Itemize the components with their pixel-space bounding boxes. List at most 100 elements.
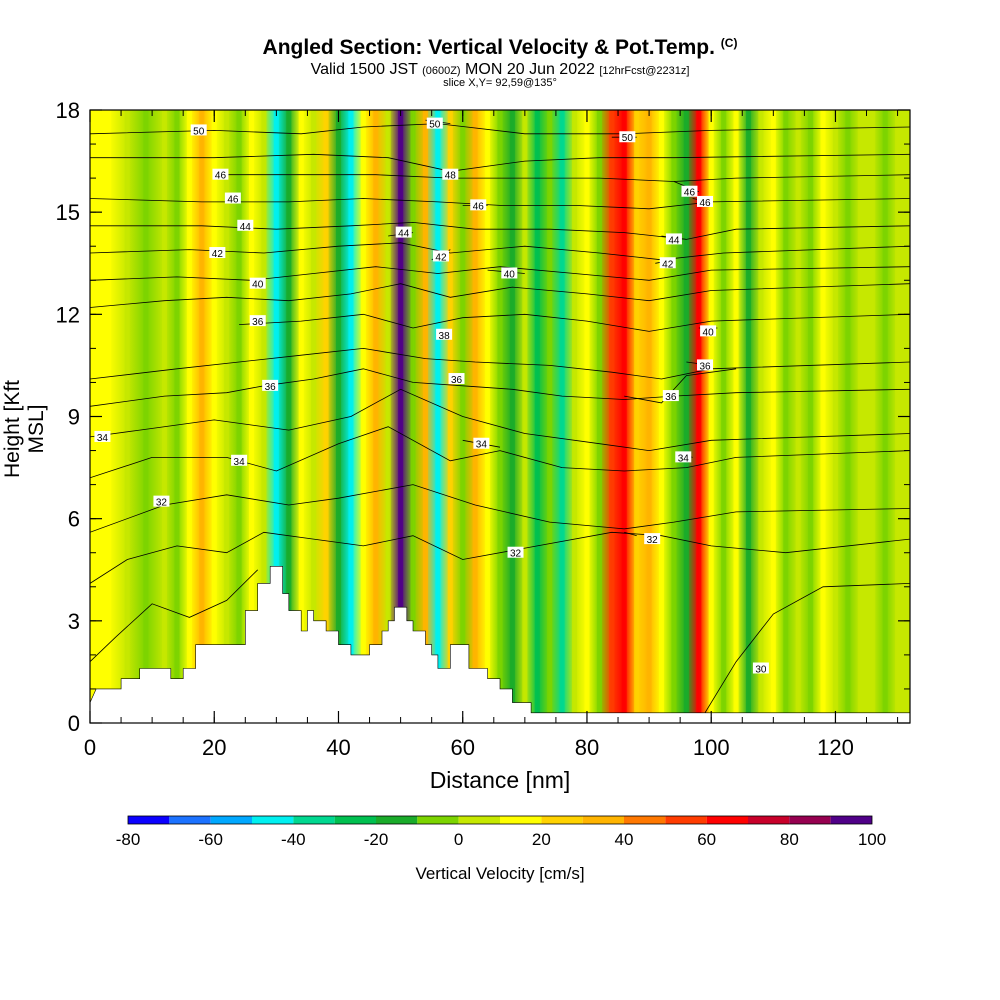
colorbar-swatch (830, 816, 872, 824)
isentrope-label: 46 (699, 198, 711, 209)
velocity-column (211, 110, 217, 723)
isentrope-label-bg (507, 546, 524, 558)
isentrope-line (90, 484, 910, 533)
colorbar-swatch (128, 816, 170, 824)
isentrope-line (239, 313, 910, 332)
isentrope-label-bg (249, 277, 266, 289)
velocity-column (733, 110, 739, 723)
isentrope-label: 30 (755, 665, 767, 676)
velocity-column (770, 110, 776, 723)
velocity-column (659, 110, 665, 723)
terrain-mask (90, 566, 910, 723)
colorbar-tick-label: 100 (858, 830, 886, 849)
isentrope-line (90, 242, 910, 261)
isentrope-label-bg (209, 247, 226, 259)
colorbar: -80 -60 -40 -20 0 20 40 60 80 100 (116, 815, 886, 849)
x-tick-label: 100 (693, 735, 730, 760)
isentrope-label-bg (212, 168, 229, 180)
x-tick-label: 20 (202, 735, 226, 760)
chart-title-text: Angled Section: Vertical Velocity & Pot.… (262, 36, 715, 59)
colorbar-swatch (706, 816, 748, 824)
velocity-column (472, 110, 478, 723)
velocity-field (90, 110, 910, 723)
isentrope-line (90, 266, 910, 281)
velocity-column (174, 110, 180, 723)
velocity-column (509, 110, 515, 723)
isentrope-label: 44 (668, 235, 680, 246)
velocity-column (621, 110, 627, 723)
colorbar-tick-label: 0 (454, 830, 463, 849)
velocity-column (857, 110, 863, 723)
velocity-column (106, 110, 112, 723)
colorbar-swatch (252, 816, 294, 824)
colorbar-swatch (210, 816, 252, 824)
velocity-column (286, 110, 292, 723)
y-tick-label: 9 (68, 405, 80, 430)
isentrope-label: 36 (451, 375, 463, 386)
y-tick-label: 15 (56, 200, 80, 225)
isentrope-label: 44 (240, 222, 252, 233)
velocity-column (534, 110, 540, 723)
isentrope-label-bg (752, 662, 769, 674)
isentrope-label-bg (665, 233, 682, 245)
velocity-column (373, 110, 379, 723)
isentrope-label: 34 (678, 453, 690, 464)
x-tick-label: 80 (575, 735, 599, 760)
isentrope-line (90, 283, 910, 308)
isentrope-label: 50 (622, 133, 634, 144)
colorbar-frame (127, 815, 873, 825)
velocity-column (671, 110, 677, 723)
velocity-column (795, 110, 801, 723)
colorbar-tick-label: 40 (615, 830, 634, 849)
y-tick-label: 12 (56, 302, 80, 327)
isentrope-label: 50 (429, 120, 441, 131)
velocity-column (311, 110, 317, 723)
colorbar-swatch (458, 816, 500, 824)
velocity-column (870, 110, 876, 723)
isentrope-label: 46 (684, 188, 696, 199)
x-tick-label: 40 (326, 735, 350, 760)
x-tick-label: 60 (450, 735, 474, 760)
velocity-column (895, 110, 901, 723)
isentrope-label-bg (644, 533, 661, 545)
isentrope-label: 42 (435, 252, 447, 263)
isentrope-label-bg (237, 219, 254, 231)
isentrope-label-bg (681, 185, 698, 197)
chart-subtitle: Valid 1500 JST (0600Z) MON 20 Jun 2022 [… (0, 61, 1000, 79)
isentrope-label-bg (442, 168, 459, 180)
isentrope-label: 46 (473, 201, 485, 212)
isentrope-label: 34 (234, 457, 246, 468)
colorbar-swatch (334, 816, 376, 824)
chart-title: Angled Section: Vertical Velocity & Pot.… (0, 36, 1000, 60)
valid-utc: (0600Z) (422, 65, 461, 77)
velocity-column (385, 110, 391, 723)
y-tick-label: 18 (56, 98, 80, 123)
isentrope-line (90, 426, 910, 479)
velocity-column (435, 110, 441, 723)
isentrope-label: 48 (445, 171, 457, 182)
isentrope-label-bg (662, 390, 679, 402)
isentrope-line (698, 583, 910, 723)
velocity-column (199, 110, 205, 723)
isentrope-label-bg (224, 192, 241, 204)
isentrope-label-bg (619, 131, 636, 143)
isentrope-label-bg (231, 454, 248, 466)
velocity-column (323, 110, 329, 723)
isentrope-label: 32 (510, 549, 522, 560)
title-mark: (C) (720, 36, 738, 50)
y-tick-label: 6 (68, 507, 80, 532)
velocity-column (410, 110, 416, 723)
velocity-column (224, 110, 230, 723)
isentrope-line (214, 174, 910, 182)
isentrope-label-bg (153, 495, 170, 507)
colorbar-tick-label: 20 (532, 830, 551, 849)
velocity-column (696, 110, 702, 723)
isentrope-label-bg (262, 379, 279, 391)
isentrope-label-bg (432, 250, 449, 262)
colorbar-swatch (665, 816, 707, 824)
colorbar-swatch (376, 816, 418, 824)
velocity-column (186, 110, 192, 723)
colorbar-swatch (169, 816, 211, 824)
velocity-column (832, 110, 838, 723)
